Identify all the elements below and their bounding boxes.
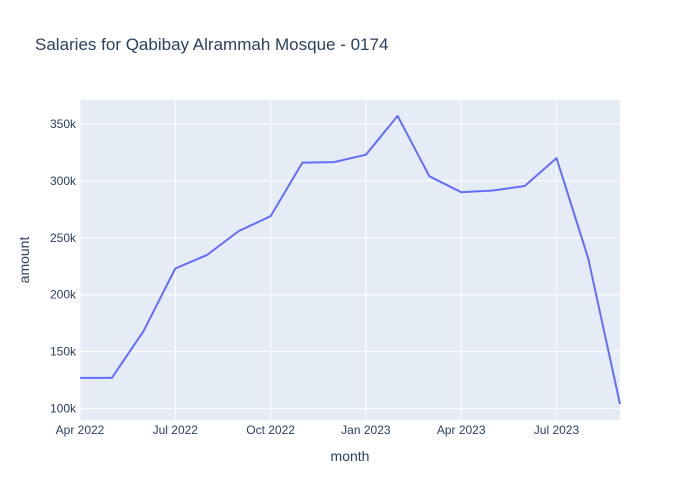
x-tick-label: Jan 2023 [341, 423, 391, 437]
series-line[interactable] [80, 114, 621, 405]
x-tick-label: Jul 2023 [534, 423, 580, 437]
data-point[interactable] [423, 170, 435, 182]
data-point[interactable] [106, 372, 118, 384]
data-point[interactable] [360, 149, 372, 161]
y-tick-label: 100k [50, 402, 77, 416]
grid-lines [79, 100, 620, 420]
data-point[interactable] [582, 252, 594, 264]
data-point[interactable] [233, 225, 245, 237]
data-point[interactable] [296, 157, 308, 169]
data-point[interactable] [551, 152, 563, 164]
data-point[interactable] [328, 156, 340, 168]
x-tick-label: Jul 2022 [153, 423, 199, 437]
data-point[interactable] [169, 263, 181, 275]
y-tick-label: 300k [50, 174, 77, 188]
data-point[interactable] [392, 110, 404, 122]
y-tick-label: 200k [50, 288, 77, 302]
x-tick-label: Oct 2022 [246, 423, 295, 437]
data-point[interactable] [455, 186, 467, 198]
data-point[interactable] [519, 180, 531, 192]
data-point[interactable] [614, 398, 626, 410]
x-tick-label: Apr 2022 [56, 423, 105, 437]
y-tick-label: 250k [50, 231, 77, 245]
chart-title: Salaries for Qabibay Alrammah Mosque - 0… [35, 35, 388, 54]
plot-area [80, 100, 620, 420]
data-point[interactable] [74, 372, 86, 384]
x-axis-title: month [331, 448, 370, 464]
x-tick-label: Apr 2023 [437, 423, 486, 437]
y-tick-label: 350k [50, 117, 77, 131]
data-point[interactable] [201, 249, 213, 261]
y-axis-ticks: 100k 150k 200k 250k 300k 350k [50, 117, 77, 416]
data-point[interactable] [138, 325, 150, 337]
data-point[interactable] [487, 185, 499, 197]
x-axis-ticks: Apr 2022 Jul 2022 Oct 2022 Jan 2023 Apr 2023… [56, 423, 580, 437]
series-layer [74, 110, 626, 410]
data-point[interactable] [265, 210, 277, 222]
y-axis-title: amount [16, 237, 32, 284]
y-tick-label: 150k [50, 345, 77, 359]
